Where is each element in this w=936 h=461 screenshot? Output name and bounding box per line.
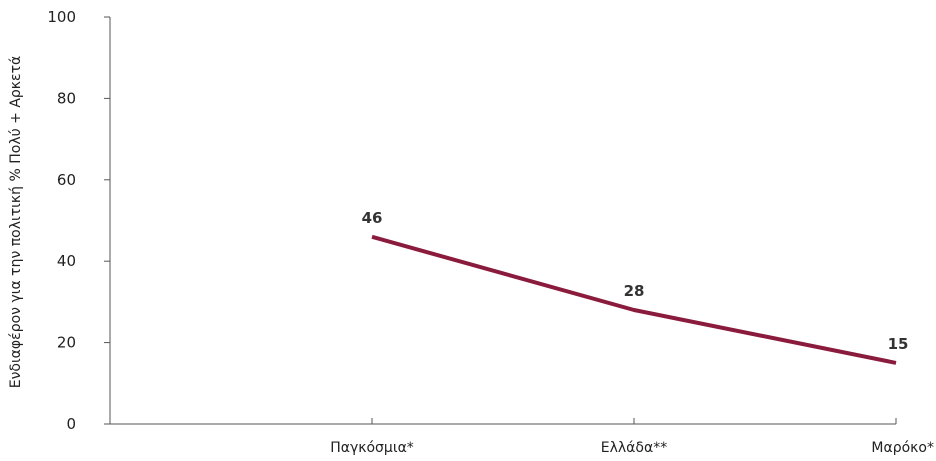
- y-axis: 0 20 40 60 80 100: [47, 8, 111, 433]
- x-axis: Παγκόσμια* Ελλάδα** Μαρόκο*: [110, 418, 934, 456]
- x-tick-label: Ελλάδα**: [601, 440, 667, 456]
- data-labels: 46 28 15: [362, 209, 909, 353]
- series-line: [371, 234, 897, 365]
- y-tick-label: 40: [57, 252, 76, 270]
- data-label: 15: [888, 335, 909, 353]
- x-tick-label: Παγκόσμια*: [330, 440, 414, 456]
- y-axis-label: Ενδιαφέρον για την πολιτική % Πολύ + Αρκ…: [8, 56, 24, 389]
- y-tick-label: 80: [57, 89, 76, 107]
- x-tick-label: Μαρόκο*: [871, 440, 934, 456]
- series-group: [371, 234, 897, 365]
- y-tick-label: 60: [57, 171, 76, 189]
- y-tick-label: 0: [66, 415, 76, 433]
- y-tick-label: 100: [47, 8, 76, 26]
- y-tick-label: 20: [57, 334, 76, 352]
- data-label: 28: [624, 282, 645, 300]
- data-label: 46: [362, 209, 383, 227]
